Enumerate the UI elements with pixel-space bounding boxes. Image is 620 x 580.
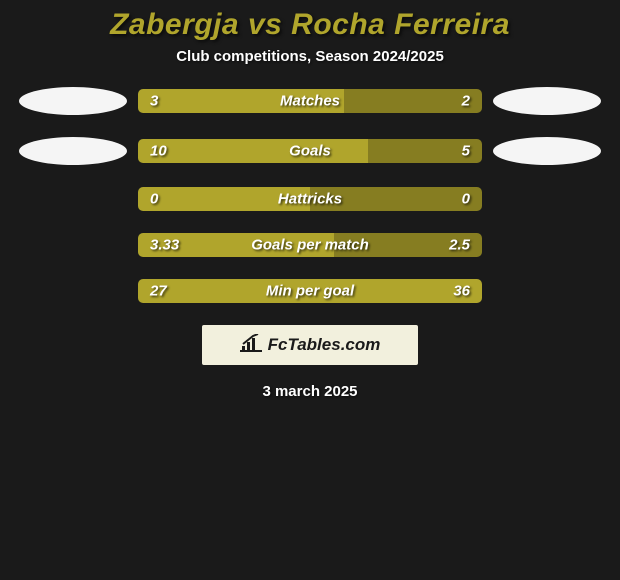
stat-value-right: 36	[453, 283, 470, 300]
stat-value-right: 5	[462, 143, 470, 160]
stat-value-right: 2.5	[449, 237, 470, 254]
left-badge-slot	[8, 87, 138, 115]
right-badge-slot	[482, 137, 612, 165]
stat-bar: 27 36 Min per goal	[138, 279, 482, 303]
stat-label: Min per goal	[266, 283, 354, 300]
stat-row: 0 0 Hattricks	[1, 187, 619, 211]
date: 3 march 2025	[0, 383, 620, 400]
player-badge-right	[493, 87, 601, 115]
chart-icon	[240, 334, 262, 357]
left-badge-slot	[8, 137, 138, 165]
player-badge-right	[493, 137, 601, 165]
stat-bar: 0 0 Hattricks	[138, 187, 482, 211]
subtitle: Club competitions, Season 2024/2025	[0, 48, 620, 65]
stat-row: 27 36 Min per goal	[1, 279, 619, 303]
page-title: Zabergja vs Rocha Ferreira	[0, 8, 620, 42]
stat-label: Matches	[280, 93, 340, 110]
stat-bar: 3 2 Matches	[138, 89, 482, 113]
player-badge-left	[19, 87, 127, 115]
stat-bar: 3.33 2.5 Goals per match	[138, 233, 482, 257]
stat-label: Goals	[289, 143, 331, 160]
stat-value-right: 0	[462, 191, 470, 208]
stat-row: 10 5 Goals	[1, 137, 619, 165]
stat-row: 3.33 2.5 Goals per match	[1, 233, 619, 257]
stat-label: Hattricks	[278, 191, 342, 208]
stat-value-left: 0	[150, 191, 158, 208]
bar-segment-left	[138, 139, 368, 163]
stat-value-left: 27	[150, 283, 167, 300]
comparison-infographic: Zabergja vs Rocha Ferreira Club competit…	[0, 0, 620, 400]
stat-value-right: 2	[462, 93, 470, 110]
stat-rows: 3 2 Matches 10 5 Goals 0 0 Hattricks 3.33 2.5 Goals…	[0, 87, 620, 325]
stat-value-left: 3.33	[150, 237, 179, 254]
player-badge-left	[19, 137, 127, 165]
stat-row: 3 2 Matches	[1, 87, 619, 115]
stat-value-left: 3	[150, 93, 158, 110]
brand-badge: FcTables.com	[202, 325, 418, 365]
stat-bar: 10 5 Goals	[138, 139, 482, 163]
stat-value-left: 10	[150, 143, 167, 160]
brand-text: FcTables.com	[268, 335, 381, 355]
stat-label: Goals per match	[251, 237, 369, 254]
right-badge-slot	[482, 87, 612, 115]
